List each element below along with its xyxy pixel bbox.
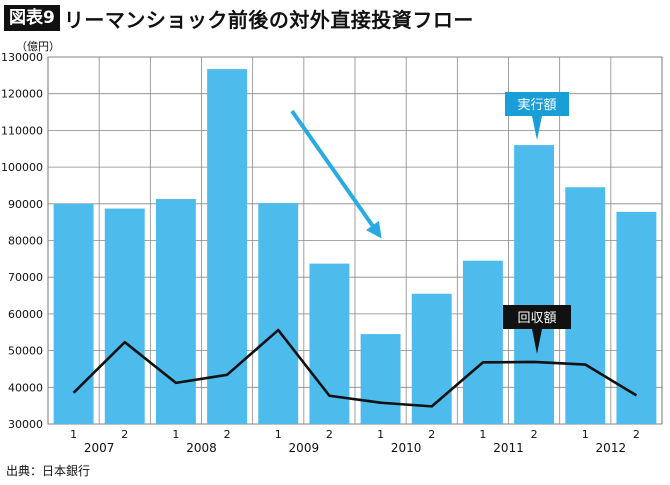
bar-executed xyxy=(155,199,196,424)
callout-collected-pointer xyxy=(532,329,542,354)
x-tick-label: 1 xyxy=(582,428,589,441)
y-tick-label: 110000 xyxy=(1,124,43,137)
line-collected xyxy=(72,328,638,408)
y-tick-label: 30000 xyxy=(8,418,43,431)
bar-executed xyxy=(411,293,452,424)
y-tick-label: 80000 xyxy=(8,235,43,248)
bar-executed xyxy=(104,208,145,424)
x-tick-label: 2 xyxy=(224,428,231,441)
x-tick-label: 2 xyxy=(531,428,538,441)
x-tick-label: 2 xyxy=(633,428,640,441)
y-tick-label: 90000 xyxy=(8,198,43,211)
bar-executed xyxy=(258,203,299,424)
x-tick-label: 1 xyxy=(377,428,384,441)
source-note: 出典：日本銀行 xyxy=(6,464,91,478)
bar-executed xyxy=(207,69,248,425)
x-tick-label: 1 xyxy=(172,428,179,441)
callout-executed-label: 実行額 xyxy=(517,97,556,113)
x-tick-label: 2 xyxy=(121,428,128,441)
bar-executed xyxy=(360,334,401,424)
y-tick-label: 100000 xyxy=(1,161,43,174)
x-year-label: 2012 xyxy=(596,441,627,455)
x-year-label: 2011 xyxy=(493,441,524,455)
x-tick-label: 1 xyxy=(275,428,282,441)
x-year-label: 2008 xyxy=(186,441,217,455)
bar-executed xyxy=(616,211,657,424)
x-tick-label: 1 xyxy=(479,428,486,441)
y-tick-label: 50000 xyxy=(8,345,43,358)
trend-arrow xyxy=(290,109,382,239)
callout-executed-pointer xyxy=(532,116,542,140)
callout-collected-label: 回収額 xyxy=(517,311,556,326)
chart-plot: 30000 40000 50000 60000 70000 80000 90000 10000… xyxy=(1,51,663,455)
x-tick-label: 1 xyxy=(70,428,77,441)
bar-executed xyxy=(514,145,555,424)
y-tick-label: 70000 xyxy=(8,271,43,284)
bar-executed xyxy=(565,187,606,424)
x-tick-label: 2 xyxy=(428,428,435,441)
figure-label: 図表9 xyxy=(4,5,60,31)
callout-executed-box xyxy=(505,92,569,116)
bar-executed xyxy=(462,260,503,424)
y-axis-unit-label: （億円） xyxy=(16,40,60,53)
x-year-label: 2010 xyxy=(391,441,422,455)
x-year-label: 2007 xyxy=(84,441,115,455)
y-tick-label: 60000 xyxy=(8,308,43,321)
x-year-label: 2009 xyxy=(289,441,320,455)
chart-title: リーマンショック前後の対外直接投資フロー xyxy=(63,7,474,32)
chart-title-bar: 図表9 リーマンショック前後の対外直接投資フロー xyxy=(4,4,474,32)
bar-executed xyxy=(53,203,94,424)
y-tick-label: 130000 xyxy=(1,51,43,64)
x-tick-label: 2 xyxy=(326,428,333,441)
y-tick-label: 120000 xyxy=(1,88,43,101)
bar-executed xyxy=(309,263,350,424)
callout-collected-box xyxy=(503,305,571,329)
y-tick-label: 40000 xyxy=(8,381,43,394)
